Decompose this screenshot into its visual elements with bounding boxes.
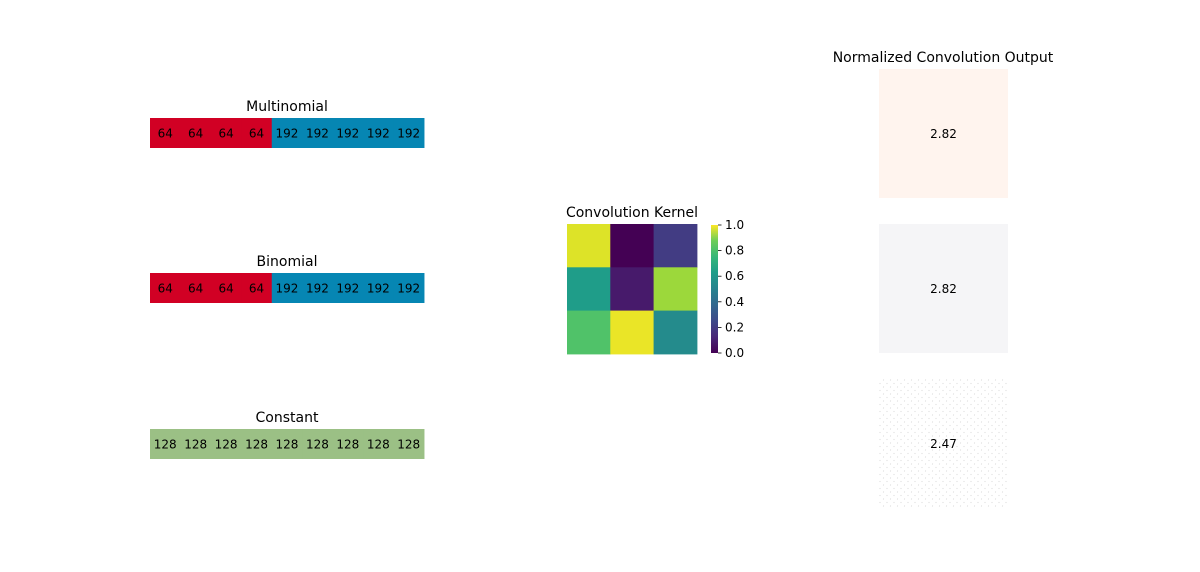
strip-cell-label: 128 [276,438,299,452]
strip-cell [241,273,273,303]
binomial-panel: Binomial 64 64 64 64 192 192 192 192 192 [150,254,425,303]
strip-cell-label: 64 [188,127,203,141]
strip-cell [210,118,242,148]
kernel-cell [653,224,698,268]
colorbar-tick-label: 0.8 [725,244,744,258]
strip-cell-label: 192 [276,127,299,141]
strip-cell [393,273,425,303]
strip-cell-label: 192 [367,282,390,296]
strip-cell [271,273,303,303]
kernel-cell [567,224,611,268]
binomial-title: Binomial [257,254,318,270]
output-tile [879,69,1008,198]
strip-cell-label: 128 [336,438,359,452]
kernel-title: Convolution Kernel [566,205,698,221]
strip-cell-label: 64 [158,282,173,296]
colorbar-ticks: 0.0 0.2 0.4 0.6 0.8 1.0 [718,218,744,360]
kernel-cell [610,224,655,268]
strip-cell [210,429,242,459]
strip-cell-label: 192 [336,282,359,296]
strip-cell-label: 64 [188,282,203,296]
strip-cell [241,118,273,148]
strip-cell [332,429,364,459]
strip-cell-label: 192 [336,127,359,141]
strip-cell-label: 64 [249,127,264,141]
strip-cell [393,429,425,459]
strip-cell [332,273,364,303]
output-tile-label: 2.82 [930,282,957,296]
strip-cell [302,429,334,459]
strip-cell [180,273,212,303]
strip-cell [180,429,212,459]
strip-cell-label: 128 [367,438,390,452]
strip-cell-label: 192 [306,127,329,141]
strip-cell-label: 192 [397,127,420,141]
kernel-cell [610,267,655,312]
colorbar-tick-label: 0.4 [725,295,744,309]
colorbar-tick-label: 0.0 [725,346,744,360]
kernel-cell [567,310,611,355]
strip-cell-label: 192 [306,282,329,296]
constant-strip: 128 128 128 128 128 128 128 128 128 [150,429,425,459]
strip-cell-label: 64 [218,127,233,141]
output-tile-label: 2.47 [930,437,957,451]
strip-cell [332,118,364,148]
multinomial-title: Multinomial [246,99,328,115]
kernel-cell [610,310,655,355]
strip-cell [271,118,303,148]
strip-cell [271,429,303,459]
binomial-strip: 64 64 64 64 192 192 192 192 192 [150,273,425,303]
output-tile [879,224,1008,353]
strip-cell [363,273,395,303]
kernel-grid [567,224,698,355]
colorbar-gradient [711,225,718,353]
strip-cell [210,273,242,303]
strip-cell-label: 64 [249,282,264,296]
strip-cell [150,273,181,303]
strip-cell-label: 128 [306,438,329,452]
multinomial-panel: Multinomial 64 64 64 64 192 192 192 192 192 [150,99,425,148]
strip-cell-label: 192 [397,282,420,296]
colorbar-tick-label: 0.6 [725,269,744,283]
constant-panel: Constant 128 128 128 128 128 128 128 128 128 [150,410,425,459]
strip-cell-label: 128 [245,438,268,452]
output-panel: Normalized Convolution Output 2.822.822.… [833,50,1054,508]
strip-cell-label: 128 [215,438,238,452]
kernel-colorbar: 0.0 0.2 0.4 0.6 0.8 1.0 [711,218,744,360]
kernel-panel: Convolution Kernel 0.0 0.2 0.4 0.6 0.8 1.0 [566,205,744,360]
strip-cell [302,273,334,303]
output-tiles: 2.82 2.82 2.47 [879,69,1008,508]
kernel-cell [653,267,698,312]
colorbar-tick-label: 1.0 [725,218,744,232]
output-tile-label: 2.82 [930,127,957,141]
strip-cell [150,429,181,459]
strip-cell [363,429,395,459]
constant-title: Constant [256,410,319,426]
colorbar-tick-label: 0.2 [725,320,744,334]
kernel-cell [653,310,698,355]
strip-cell [363,118,395,148]
strip-cell-label: 192 [367,127,390,141]
strip-cell-label: 192 [276,282,299,296]
output-title: Normalized Convolution Output [833,50,1054,66]
strip-cell [393,118,425,148]
strip-cell-label: 128 [154,438,177,452]
multinomial-strip: 64 64 64 64 192 192 192 192 192 [150,118,425,148]
strip-cell [241,429,273,459]
strip-cell-label: 128 [397,438,420,452]
strip-cell-label: 64 [158,127,173,141]
strip-cell-label: 64 [218,282,233,296]
strip-cell [150,118,181,148]
output-tile-texture [879,379,1008,508]
strip-cell-label: 128 [184,438,207,452]
strip-cell [302,118,334,148]
kernel-cell [567,267,611,312]
strip-cell [180,118,212,148]
